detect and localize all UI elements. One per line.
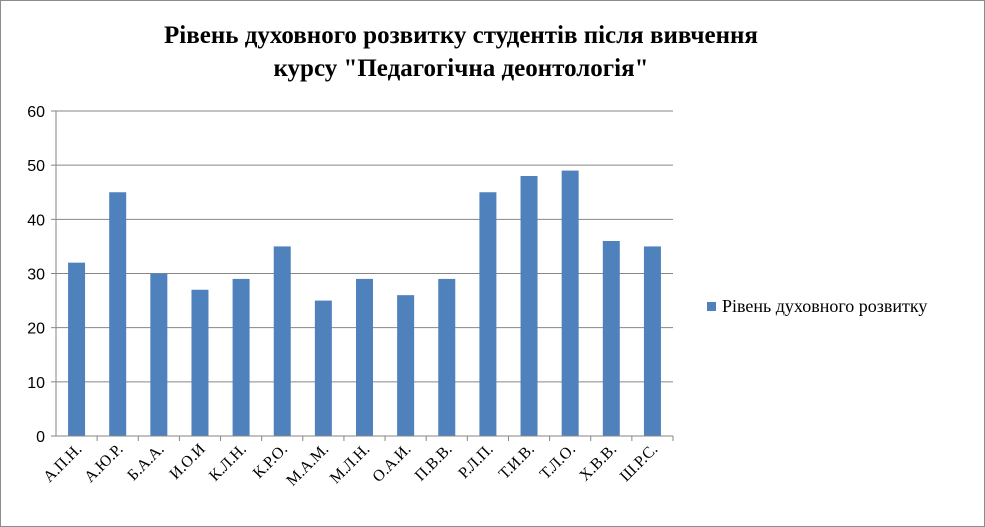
bar: [273, 246, 291, 436]
x-tick-label: О.А.И.: [369, 441, 414, 486]
bar: [479, 192, 497, 436]
legend: Рівень духовного розвитку: [707, 296, 927, 317]
x-tick-label: И.О.И: [167, 440, 210, 483]
y-tick-label: 40: [27, 212, 45, 229]
x-tick-label: Х.В.В.: [576, 441, 620, 485]
x-tick-label: Б.А.А.: [124, 441, 167, 484]
chart-title: Рівень духовного розвитку студентів післ…: [71, 19, 851, 85]
bars: [68, 170, 661, 437]
x-tick-label: М.А.М.: [283, 441, 332, 490]
bar: [561, 170, 579, 437]
bar: [191, 289, 209, 436]
bar: [150, 273, 168, 436]
bar: [109, 192, 127, 436]
y-tick-label: 0: [36, 429, 45, 446]
x-tick-label: Ш.Р.С.: [617, 441, 661, 485]
bar: [397, 295, 415, 436]
y-tick-label: 20: [27, 321, 45, 338]
y-tick-label: 30: [27, 267, 45, 284]
x-tick-label: Т.И.В.: [496, 441, 538, 483]
x-tick-label: Т.Л.О.: [537, 441, 579, 483]
y-tick-label: 50: [27, 158, 45, 175]
x-tick-label: А.П.Н.: [40, 441, 85, 486]
bar: [68, 262, 86, 436]
x-tick-label: М.Л.Н.: [327, 441, 373, 487]
bar: [520, 176, 538, 436]
bar: [602, 241, 620, 436]
bar: [643, 246, 661, 436]
axes: [51, 110, 674, 441]
y-tick-labels: 0 10 20 30 40 50 60: [27, 104, 45, 446]
x-tick-label: К.Л.Н.: [206, 441, 250, 485]
legend-swatch: [707, 302, 716, 311]
y-tick-label: 60: [27, 104, 45, 121]
legend-label: Рівень духовного розвитку: [722, 296, 928, 316]
x-tick-label: П.В.В.: [412, 441, 456, 485]
x-tick-label: Р.Л.П.: [455, 441, 496, 482]
x-tick-label: А.Ю.Р.: [81, 441, 126, 486]
x-tick-labels: А.П.Н.А.Ю.Р.Б.А.А.И.О.ИК.Л.Н. К.Р.О.М.А.М…: [40, 440, 661, 489]
chart-title-line-1: Рівень духовного розвитку студентів післ…: [164, 22, 758, 49]
bar: [438, 278, 456, 436]
bar: [232, 278, 250, 436]
y-tick-label: 10: [27, 375, 45, 392]
chart-title-line-2: курсу "Педагогічна деонтологія": [273, 55, 649, 82]
bar: [356, 278, 373, 436]
bar: [314, 300, 332, 436]
